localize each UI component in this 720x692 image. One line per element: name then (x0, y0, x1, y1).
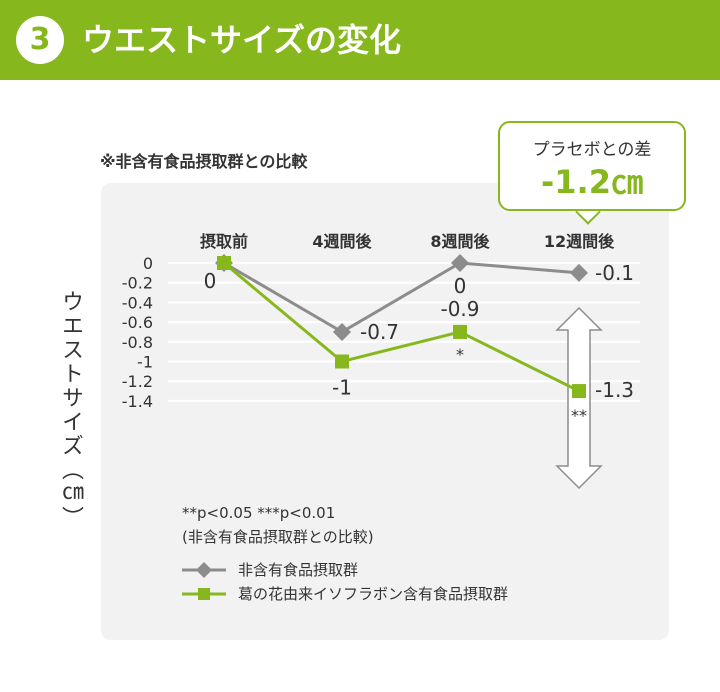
y-tick-label: -0.4 (122, 293, 153, 312)
section-number-badge: 3 (16, 16, 64, 64)
legend-label: 葛の花由来イソフラボン含有食品摂取群 (238, 585, 508, 603)
x-category-label: 摂取前 (200, 232, 248, 251)
difference-callout: プラセボとの差 -1.2㎝ (498, 121, 686, 211)
x-category-label: 8週間後 (430, 232, 490, 251)
legend-marker (196, 562, 212, 578)
control-data-label: -0.7 (360, 320, 399, 344)
control-series-line (223, 261, 580, 334)
y-tick-label: -1.2 (122, 372, 153, 391)
header-bar: 3 ウエストサイズの変化 (0, 0, 720, 80)
test-series-line (223, 261, 580, 393)
y-tick-label: -0.6 (122, 313, 153, 332)
test-data-point (217, 256, 231, 270)
callout-label: プラセボとの差 (532, 140, 652, 160)
y-tick-label: 0 (143, 254, 153, 273)
control-data-point (451, 254, 469, 272)
y-axis-label: ウエストサイズ（㎝） (58, 290, 83, 530)
significance-mark: * (456, 345, 464, 364)
test-data-point (572, 384, 586, 399)
y-tick-label: -0.2 (122, 274, 153, 293)
test-data-label: -1.3 (595, 378, 634, 402)
test-data-label: -1 (332, 376, 352, 400)
significance-mark: ** (571, 406, 587, 425)
y-tick-label: -1 (137, 353, 153, 372)
section-title: ウエストサイズの変化 (82, 21, 402, 59)
control-data-point (570, 263, 588, 282)
comparison-note: ※非含有食品摂取群との比較 (100, 152, 308, 171)
p-value-note: **p<0.05 ***p<0.01 (182, 504, 335, 522)
y-tick-label: -1.4 (122, 392, 153, 411)
test-data-point (335, 354, 349, 369)
x-category-label: 4週間後 (312, 232, 372, 251)
callout-value: -1.2㎝ (541, 163, 643, 201)
legend-label: 非含有食品摂取群 (238, 561, 358, 579)
test-data-label: -0.9 (440, 297, 479, 321)
control-data-point (333, 322, 351, 341)
legend-marker (198, 588, 210, 600)
control-data-label: 0 (204, 269, 217, 293)
control-data-label: -0.1 (595, 261, 634, 285)
control-data-label: 0 (454, 274, 467, 298)
comparison-footnote: (非含有食品摂取群との比較) (182, 528, 374, 546)
y-tick-label: -0.8 (122, 333, 153, 352)
x-category-label: 12週間後 (544, 232, 615, 251)
test-data-point (453, 324, 467, 339)
